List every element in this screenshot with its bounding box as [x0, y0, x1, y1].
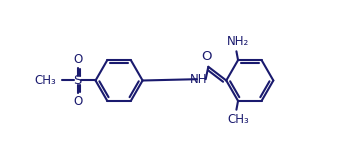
Text: O: O [201, 50, 212, 63]
Text: S: S [73, 74, 82, 87]
Text: NH: NH [190, 73, 207, 86]
Text: CH₃: CH₃ [227, 113, 249, 126]
Text: NH₂: NH₂ [227, 35, 249, 48]
Text: CH₃: CH₃ [35, 74, 56, 87]
Text: O: O [73, 95, 82, 108]
Text: O: O [73, 53, 82, 66]
